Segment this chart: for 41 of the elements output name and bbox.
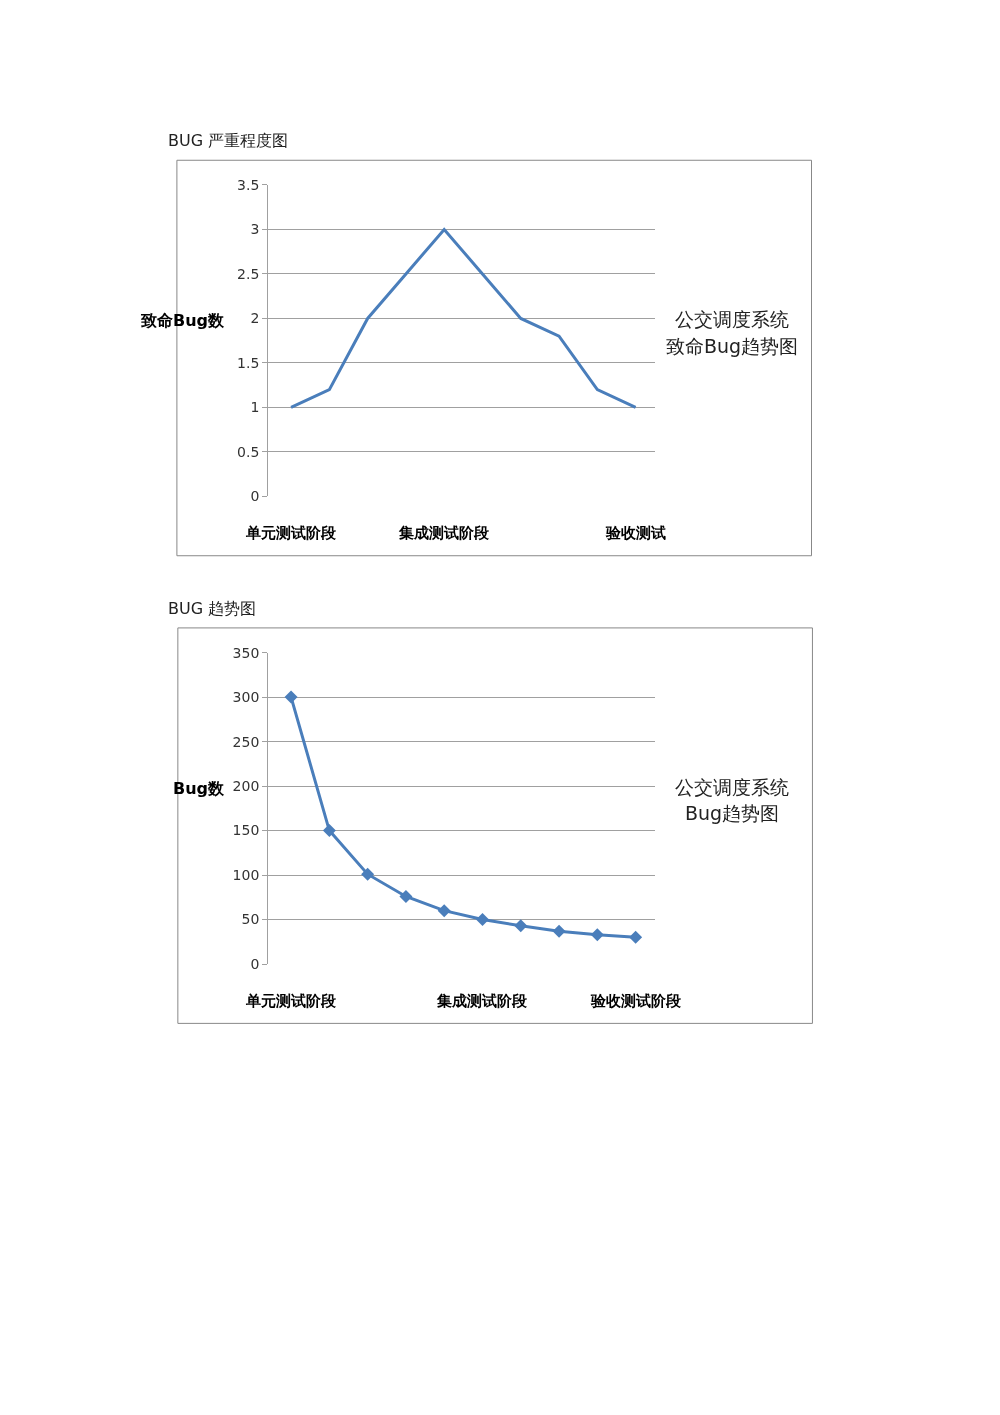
y-tick-label: 350 <box>232 644 260 661</box>
y-tick-label: 200 <box>232 778 260 794</box>
text: Bug趋势图 <box>685 802 780 824</box>
y-tick-label: 2.5 <box>237 265 260 282</box>
y-tick-label: 2 <box>250 310 260 327</box>
point <box>629 930 643 944</box>
y-tick-label: 300 <box>232 689 260 706</box>
point <box>361 867 375 881</box>
point <box>322 824 336 838</box>
text: 致命Bug趋势图 <box>666 335 799 357</box>
text: 公交调度系统 <box>675 308 789 330</box>
point <box>514 919 528 933</box>
text: 公交调度系统 <box>675 776 789 798</box>
point <box>284 690 298 704</box>
x-tick-label: 单元测试阶段 <box>245 524 338 543</box>
point <box>399 889 413 903</box>
y-tick-label: 0 <box>250 488 260 505</box>
point <box>475 913 489 927</box>
y-tick-label: 1 <box>250 399 260 416</box>
y-tick-label: 150 <box>232 822 260 839</box>
y-axis-title: 致命Bug数 <box>140 311 226 330</box>
x-tick-label: 集成测试阶段 <box>436 992 529 1011</box>
y-tick-label: 1.5 <box>237 354 260 371</box>
y-tick-label: 50 <box>241 911 260 928</box>
x-tick-label: 验收测试阶段 <box>589 992 682 1011</box>
y-tick-label: 0.5 <box>237 443 260 460</box>
y-tick-label: 250 <box>232 733 260 750</box>
point <box>552 924 566 938</box>
point <box>590 928 604 942</box>
point <box>437 904 451 918</box>
x-tick-label: 验收测试 <box>604 524 666 543</box>
chart-title: BUG 严重程度图 <box>168 131 289 150</box>
chart-title: BUG 趋势图 <box>168 599 257 618</box>
y-tick-label: 100 <box>232 866 260 883</box>
line-series <box>289 227 638 409</box>
y-axis-title: Bug数 <box>173 779 226 798</box>
y-tick-label: 3.5 <box>237 176 260 193</box>
y-tick-label: 0 <box>250 955 260 972</box>
x-tick-label: 单元测试阶段 <box>245 992 338 1011</box>
y-tick-label: 3 <box>250 221 260 238</box>
x-tick-label: 集成测试阶段 <box>398 524 491 543</box>
